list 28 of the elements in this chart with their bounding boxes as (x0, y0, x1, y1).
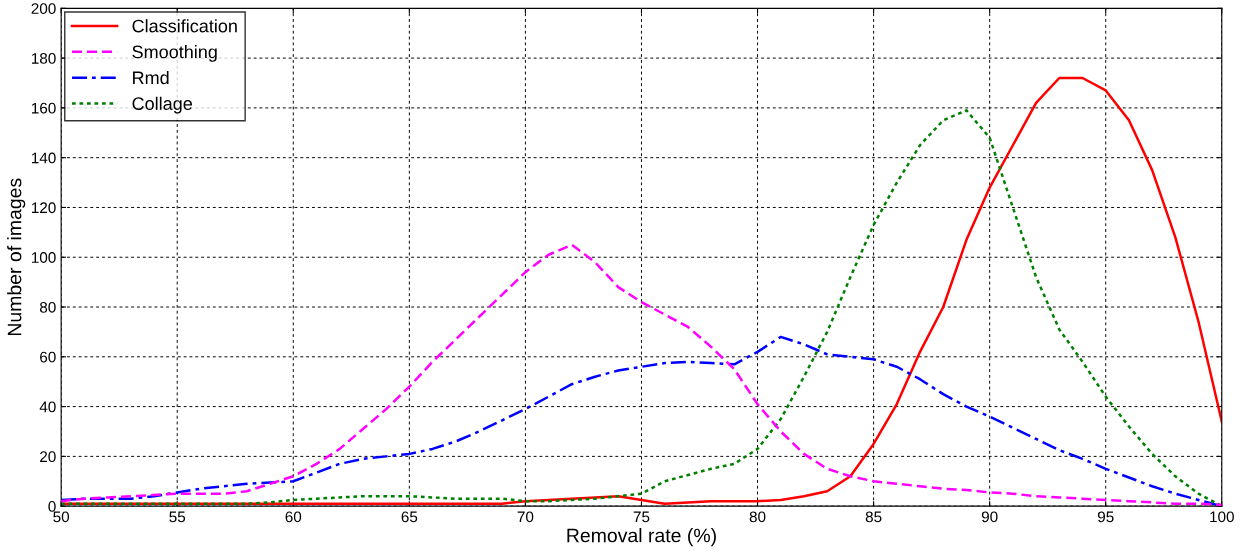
x-tick-label: 55 (169, 511, 186, 523)
x-tick-label: 70 (517, 511, 534, 523)
legend-label: Collage (132, 96, 192, 114)
y-tick-label: 140 (31, 152, 56, 164)
x-tick-label: 50 (53, 511, 70, 523)
y-tick-label: 60 (40, 351, 56, 363)
y-tick-label: 120 (31, 202, 56, 214)
x-tick-label: 85 (865, 511, 882, 523)
y-tick-label: 180 (31, 52, 56, 64)
y-tick-label: 40 (39, 401, 56, 413)
x-tick-label: 90 (981, 511, 998, 523)
y-tick-label: 200 (31, 3, 56, 15)
y-axis-title: Number of images (7, 178, 26, 336)
x-tick-label: 100 (1210, 511, 1234, 523)
x-tick-label: 65 (401, 511, 418, 523)
x-tick-label: 60 (285, 511, 302, 523)
y-tick-label: 80 (39, 301, 56, 313)
y-tick-label: 160 (31, 102, 56, 114)
x-axis-title: Removal rate (%) (567, 528, 716, 547)
x-tick-label: 80 (749, 511, 766, 523)
y-tick-label: 0 (48, 501, 56, 512)
x-tick-label: 75 (633, 511, 650, 523)
y-tick-label: 100 (31, 252, 56, 263)
x-tick-label: 95 (1097, 511, 1114, 523)
y-tick-label: 20 (40, 451, 56, 463)
legend-label: Classification (132, 19, 237, 33)
legend-label: Rmd (133, 70, 169, 85)
legend-label: Smoothing (132, 45, 217, 62)
